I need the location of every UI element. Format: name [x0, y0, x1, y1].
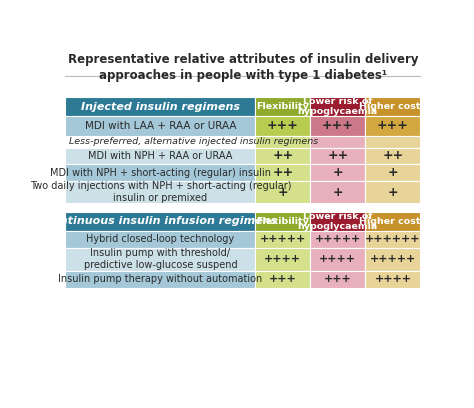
Bar: [255, 98, 310, 116]
Bar: [310, 148, 365, 164]
Bar: [65, 136, 255, 148]
Text: MDI with NPH + short-acting (regular) insulin: MDI with NPH + short-acting (regular) in…: [50, 168, 271, 178]
Text: ++: ++: [382, 149, 403, 162]
Bar: [65, 116, 255, 136]
Bar: [310, 136, 365, 148]
Text: Higher costs: Higher costs: [359, 102, 427, 111]
Text: +: +: [388, 166, 398, 180]
Text: ++: ++: [272, 149, 293, 162]
Bar: [255, 212, 310, 231]
Bar: [310, 231, 365, 248]
Text: +: +: [333, 166, 343, 180]
Bar: [255, 148, 310, 164]
Text: Hybrid closed-loop technology: Hybrid closed-loop technology: [86, 234, 235, 244]
Bar: [255, 231, 310, 248]
Text: Flexibility: Flexibility: [256, 102, 310, 111]
Text: ++++++: ++++++: [365, 234, 420, 244]
Text: +++: +++: [377, 120, 409, 133]
Text: MDI with NPH + RAA or URAA: MDI with NPH + RAA or URAA: [88, 151, 233, 161]
Text: Higher costs: Higher costs: [359, 217, 427, 226]
Text: Lower risk of
hypoglycaemia: Lower risk of hypoglycaemia: [298, 97, 378, 116]
Text: +++: +++: [322, 120, 354, 133]
Bar: [365, 212, 420, 231]
Text: ++++: ++++: [264, 254, 301, 264]
Text: +++++: +++++: [315, 234, 361, 244]
Bar: [365, 136, 420, 148]
Text: ++: ++: [327, 149, 348, 162]
Bar: [365, 98, 420, 116]
Text: ++: ++: [272, 166, 293, 180]
Bar: [365, 248, 420, 271]
Bar: [310, 212, 365, 231]
Text: Insulin pump therapy without automation: Insulin pump therapy without automation: [58, 274, 263, 284]
Text: +++++: +++++: [370, 254, 416, 264]
Bar: [255, 136, 310, 148]
Bar: [365, 271, 420, 288]
Bar: [365, 231, 420, 248]
Text: ++++: ++++: [319, 254, 356, 264]
Text: Continuous insulin infusion regimens: Continuous insulin infusion regimens: [44, 216, 277, 226]
Bar: [65, 164, 255, 182]
Text: +++: +++: [324, 274, 352, 284]
Bar: [310, 182, 365, 203]
Text: Less-preferred, alternative injected insulin regimens: Less-preferred, alternative injected ins…: [69, 137, 318, 146]
Bar: [310, 98, 365, 116]
Bar: [65, 271, 255, 288]
Bar: [255, 182, 310, 203]
Bar: [310, 116, 365, 136]
Bar: [310, 248, 365, 271]
Bar: [365, 182, 420, 203]
Bar: [65, 98, 255, 116]
Text: +++: +++: [267, 120, 299, 133]
Bar: [365, 116, 420, 136]
Text: MDI with LAA + RAA or URAA: MDI with LAA + RAA or URAA: [85, 121, 236, 131]
Text: +: +: [388, 186, 398, 199]
Text: +: +: [278, 186, 288, 199]
Text: Two daily injections with NPH + short-acting (regular)
insulin or premixed: Two daily injections with NPH + short-ac…: [30, 182, 291, 203]
Text: +++: +++: [269, 274, 297, 284]
Text: +++++: +++++: [260, 234, 306, 244]
Bar: [365, 164, 420, 182]
Bar: [255, 116, 310, 136]
Text: Lower risk of
hypoglycaemia: Lower risk of hypoglycaemia: [298, 212, 378, 231]
Bar: [65, 148, 255, 164]
Bar: [310, 271, 365, 288]
Bar: [65, 182, 255, 203]
Bar: [365, 148, 420, 164]
Text: Insulin pump with threshold/
predictive low-glucose suspend: Insulin pump with threshold/ predictive …: [83, 248, 237, 270]
Bar: [255, 248, 310, 271]
Bar: [65, 231, 255, 248]
Bar: [255, 164, 310, 182]
Text: Injected insulin regimens: Injected insulin regimens: [81, 102, 240, 112]
Bar: [65, 248, 255, 271]
Bar: [65, 212, 255, 231]
Text: ++++: ++++: [374, 274, 411, 284]
Text: +: +: [333, 186, 343, 199]
Text: Representative relative attributes of insulin delivery
approaches in people with: Representative relative attributes of in…: [68, 53, 418, 82]
Text: Flexibility: Flexibility: [256, 217, 310, 226]
Bar: [310, 164, 365, 182]
Bar: [255, 271, 310, 288]
